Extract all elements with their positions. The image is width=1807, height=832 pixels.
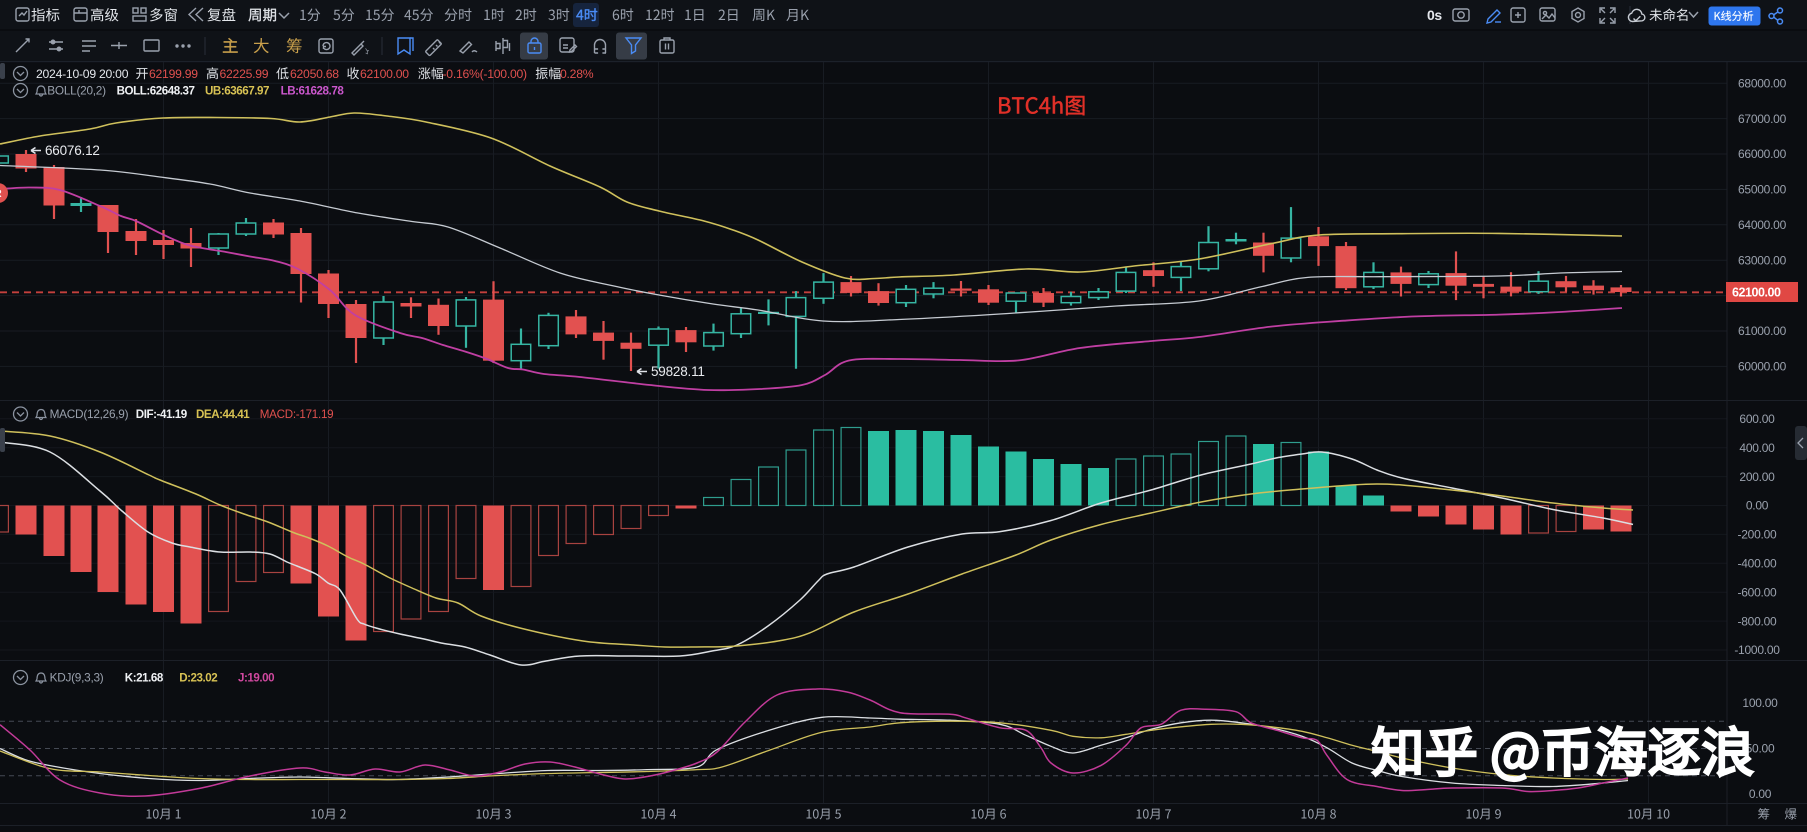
svg-text:-1000.00: -1000.00: [1734, 643, 1780, 657]
svg-text:LB:61628.78: LB:61628.78: [281, 85, 345, 98]
svg-text:400.00: 400.00: [1739, 441, 1775, 455]
svg-text:BOLL:62648.37: BOLL:62648.37: [117, 85, 195, 98]
svg-text:-200.00: -200.00: [1738, 528, 1778, 542]
svg-text:62225.99: 62225.99: [220, 67, 269, 81]
svg-text:UB:63667.97: UB:63667.97: [205, 85, 269, 98]
svg-text:K:21.68: K:21.68: [125, 672, 164, 685]
svg-text:64000.00: 64000.00: [1738, 218, 1787, 232]
svg-text:MACD:-171.19: MACD:-171.19: [260, 408, 334, 421]
svg-text:66000.00: 66000.00: [1738, 147, 1787, 161]
svg-text:67000.00: 67000.00: [1738, 112, 1787, 126]
svg-text:KDJ(9,3,3): KDJ(9,3,3): [50, 671, 104, 685]
svg-text:63000.00: 63000.00: [1738, 253, 1787, 267]
svg-text:100.00: 100.00: [1742, 696, 1778, 710]
svg-text:62100.00: 62100.00: [360, 67, 409, 81]
svg-text:-0.16%(-100.00): -0.16%(-100.00): [443, 67, 528, 81]
svg-text:DIF:-41.19: DIF:-41.19: [136, 408, 188, 421]
svg-text:2024-10-09 20:00: 2024-10-09 20:00: [36, 67, 129, 81]
svg-text:600.00: 600.00: [1739, 412, 1775, 426]
svg-text:0.00: 0.00: [1749, 787, 1772, 801]
svg-text:0s: 0s: [1427, 7, 1442, 23]
svg-text:BOLL(20,2): BOLL(20,2): [47, 84, 106, 98]
svg-text:62050.68: 62050.68: [290, 67, 339, 81]
svg-text:62199.99: 62199.99: [149, 67, 198, 81]
svg-text:62100.00: 62100.00: [1732, 285, 1781, 299]
svg-text:68000.00: 68000.00: [1738, 76, 1787, 90]
svg-text:60000.00: 60000.00: [1738, 360, 1787, 374]
svg-text:D:23.02: D:23.02: [179, 672, 217, 685]
svg-text:50.00: 50.00: [1746, 742, 1775, 756]
svg-text:-400.00: -400.00: [1738, 557, 1778, 571]
svg-text:0.28%: 0.28%: [560, 67, 594, 81]
svg-text:DEA:44.41: DEA:44.41: [196, 408, 250, 421]
svg-text:J:19.00: J:19.00: [238, 672, 274, 685]
svg-text:MACD(12,26,9): MACD(12,26,9): [50, 407, 129, 421]
svg-text:-600.00: -600.00: [1738, 585, 1778, 599]
svg-text:0.00: 0.00: [1746, 499, 1769, 513]
svg-text:R: R: [0, 188, 2, 200]
svg-text:61000.00: 61000.00: [1738, 324, 1787, 338]
svg-text:59828.11: 59828.11: [651, 364, 705, 379]
svg-text:65000.00: 65000.00: [1738, 183, 1787, 197]
svg-text:-800.00: -800.00: [1738, 614, 1778, 628]
svg-text:66076.12: 66076.12: [45, 143, 100, 158]
svg-text:200.00: 200.00: [1739, 470, 1775, 484]
